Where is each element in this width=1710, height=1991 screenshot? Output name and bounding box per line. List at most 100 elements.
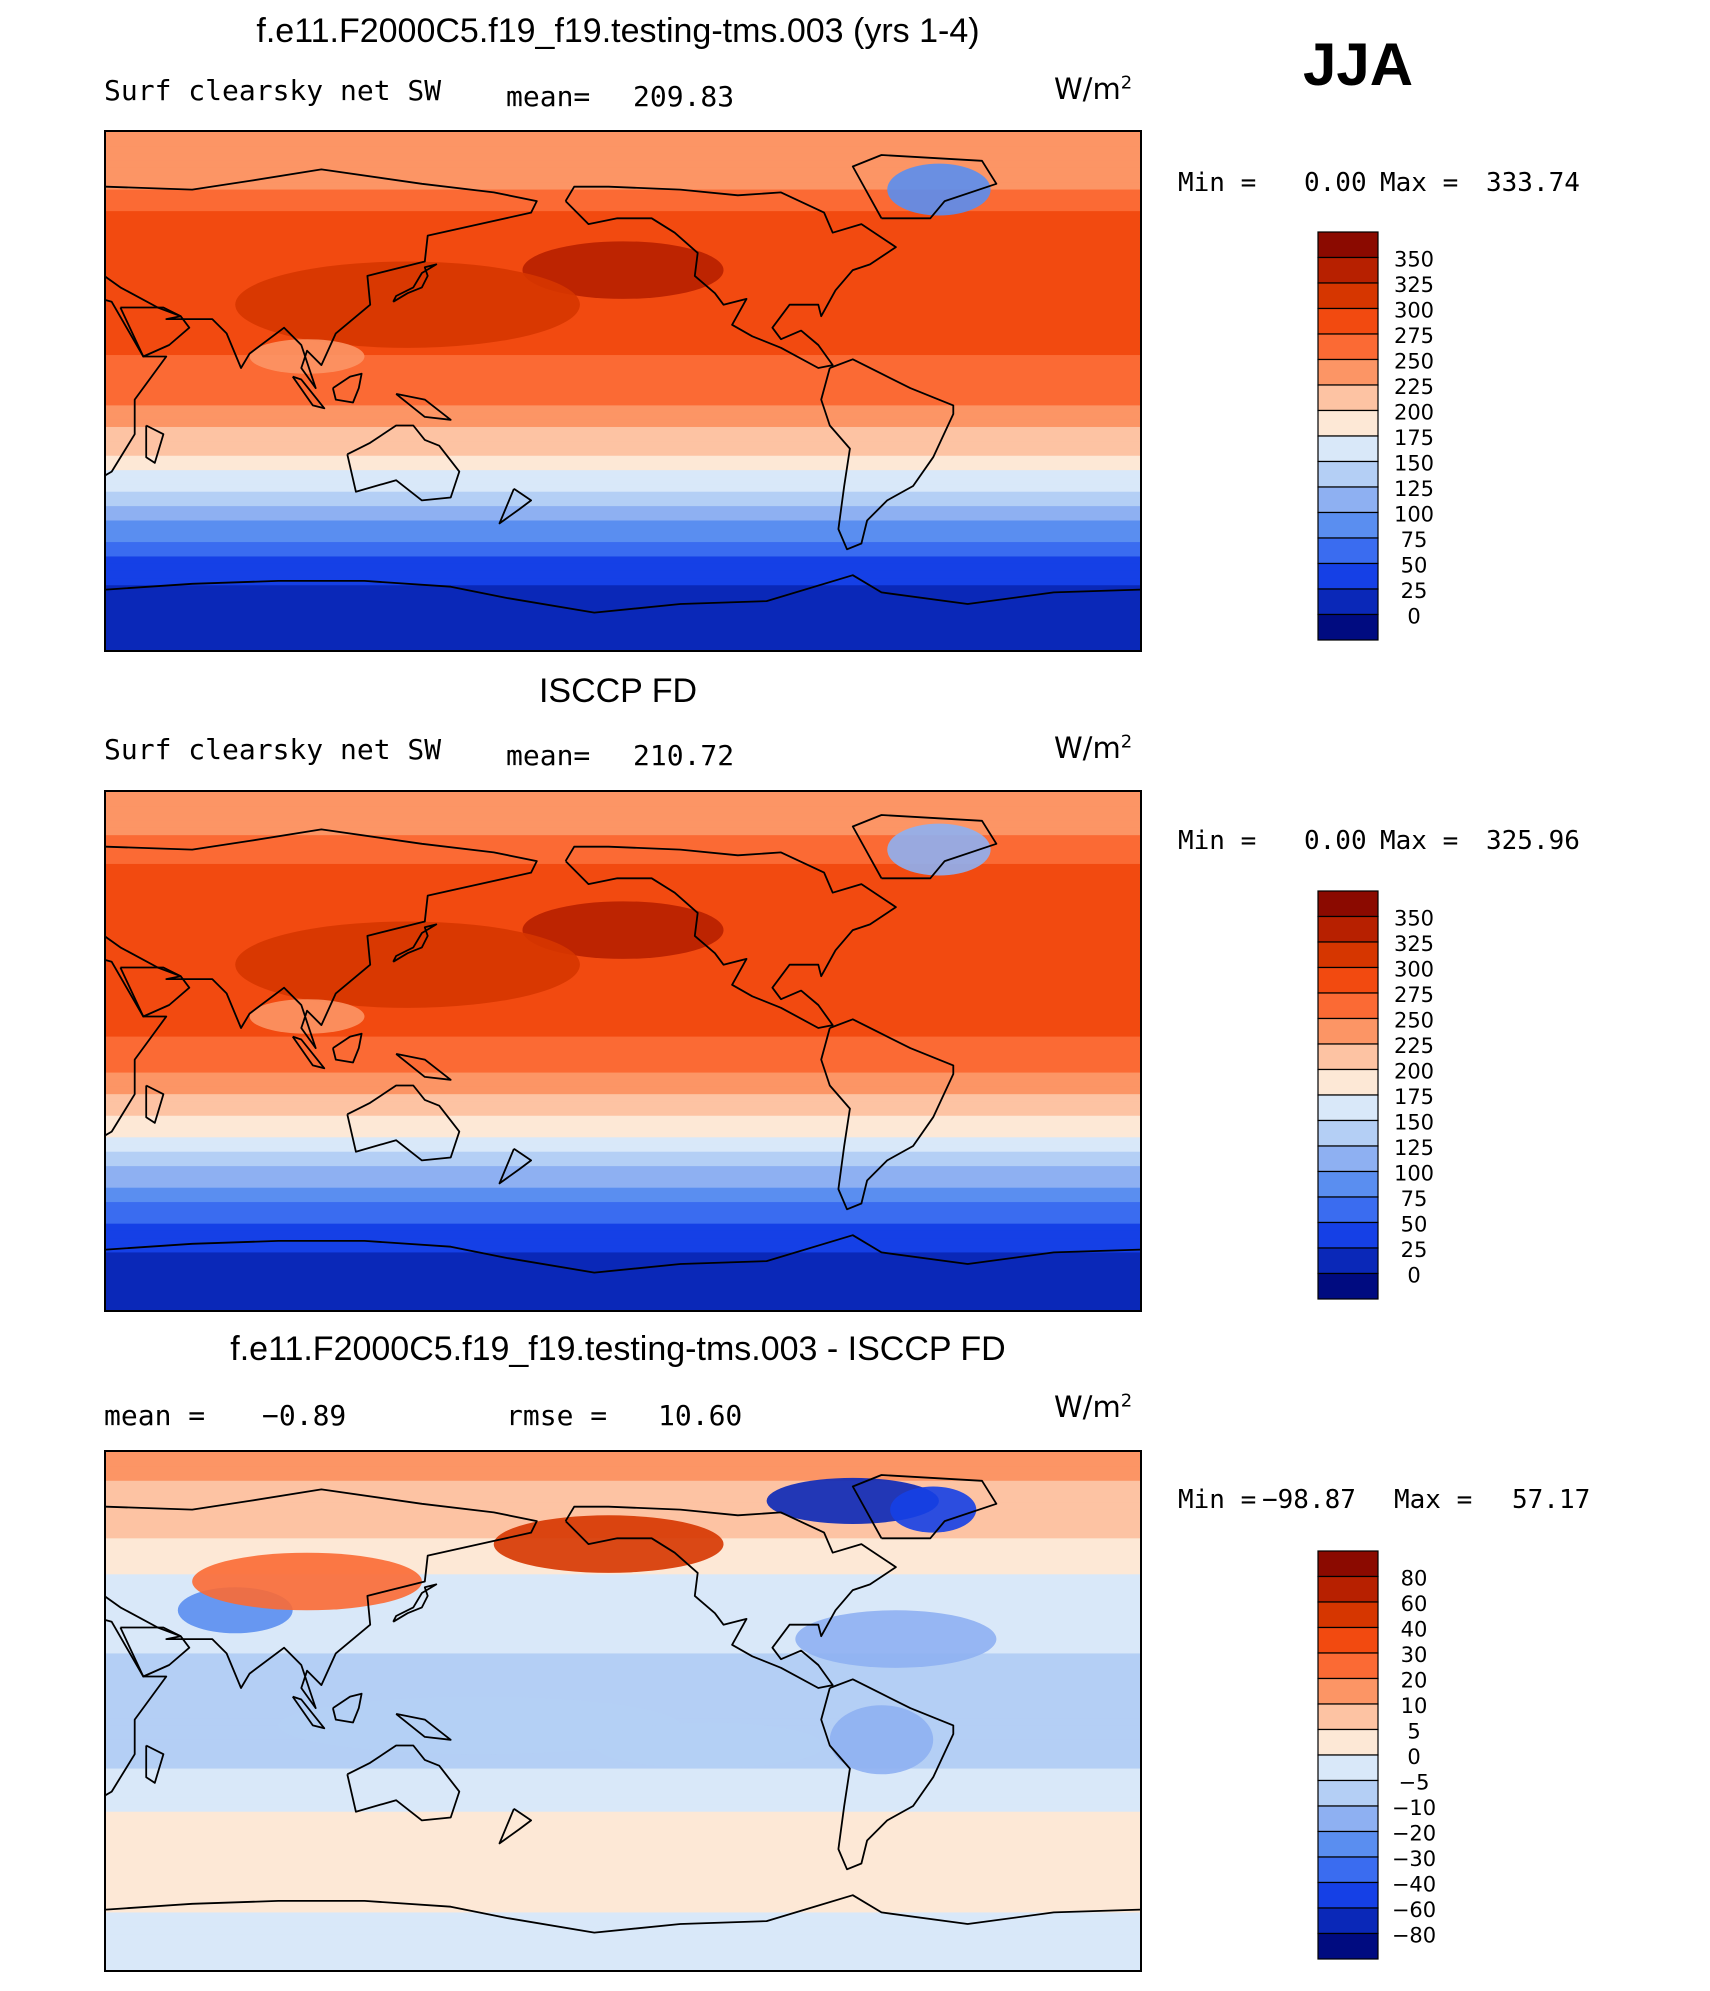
colorbar-tick-label: 175 [1394,426,1434,450]
zonal-band [106,849,1140,858]
coastline [851,814,998,880]
colorbar-tick-label: 0 [1407,605,1420,629]
field-anomaly [522,901,724,959]
zonal-band [106,333,1140,342]
coastline [106,574,1140,614]
zonal-band [106,556,1140,565]
colorbar-tick-label: 25 [1401,1238,1428,1262]
colorbar-swatch [1317,1703,1379,1731]
colorbar-tick-label: 20 [1401,1669,1428,1693]
zonal-band [106,232,1140,241]
field-anomaly [522,241,724,299]
max-label: Max = [1380,826,1459,856]
coastline [498,1808,532,1845]
zonal-band [106,326,1140,335]
variable-label: Surf clearsky net SW [104,74,442,107]
zonal-band [106,606,1140,615]
colorbar-swatch [1317,941,1379,969]
colorbar-swatch [1317,992,1379,1020]
field-anomaly [249,339,365,374]
zonal-band [106,1122,1140,1131]
colorbar-swatch [1317,486,1379,514]
coastline [106,1234,1140,1274]
colorbar-swatch [1317,562,1379,590]
zonal-band [106,1862,1140,1870]
colorbar-tick-label: 60 [1401,1592,1428,1616]
map-model [104,130,1142,652]
zonal-band [106,1624,1140,1633]
colorbar-tick-label: 350 [1394,248,1434,272]
min-value: 0.00 [1304,826,1367,856]
zonal-band [106,1000,1140,1009]
zonal-band [106,167,1140,176]
coastline [145,424,165,464]
colorbar-tick-label: 275 [1394,324,1434,348]
zonal-band [106,1797,1140,1806]
field-anomaly [235,921,580,1008]
colorbar-swatch [1317,307,1379,335]
zonal-band [106,398,1140,406]
zonal-band [106,1115,1140,1124]
zonal-band [106,628,1140,637]
zonal-band [106,1768,1140,1777]
zonal-band [106,1466,1140,1475]
colorbar-tick-label: 325 [1394,932,1434,956]
colorbar-swatch [1317,1575,1379,1603]
zonal-band [106,1955,1140,1964]
zonal-band [106,1452,1140,1460]
zonal-band [106,355,1140,363]
zonal-band [106,792,1140,800]
zonal-band [106,892,1140,901]
zonal-band [106,1058,1140,1066]
colorbar-tick-label: 40 [1401,1618,1428,1642]
colorbar-tick-label: 300 [1394,958,1434,982]
zonal-band [106,1274,1140,1282]
zonal-band [106,1480,1140,1489]
colorbar-tick-label: 25 [1401,579,1428,603]
zonal-band [106,527,1140,536]
field-anomaly [890,1486,977,1533]
colorbar-swatch [1317,1856,1379,1884]
colorbar-swatch [1317,435,1379,463]
colorbar-tick-label: 5 [1407,1720,1420,1744]
zonal-band [106,563,1140,572]
colorbar-swatch [1317,588,1379,616]
coastline [346,1084,461,1162]
colorbar-tick-label: 100 [1394,503,1434,527]
zonal-band [106,175,1140,183]
colorbar-tick-label: 200 [1394,1060,1434,1084]
coastline [106,828,538,1049]
zonal-band [106,211,1140,219]
zonal-band [106,1495,1140,1503]
zonal-band [106,856,1140,865]
zonal-band [106,196,1140,205]
colorbar-tick-label: 175 [1394,1085,1434,1109]
zonal-band [106,549,1140,558]
zonal-band [106,585,1140,594]
panel-title: ISCCP FD [538,672,698,710]
colorbar-swatch [1317,384,1379,412]
colorbar-swatch [1317,1779,1379,1807]
zonal-band [106,1459,1140,1467]
zonal-band [106,434,1140,442]
coastline [119,966,191,1018]
field-anomaly [594,1722,825,1769]
zonal-band [106,1022,1140,1031]
zonal-band [106,1869,1140,1878]
zonal-band [106,513,1140,522]
zonal-band [106,1245,1140,1254]
units-label: W/m2 [1054,72,1133,106]
zonal-band [106,441,1140,450]
colorbar-swatch [1317,890,1379,918]
zonal-band [106,1094,1140,1102]
colorbar-tick-label: −60 [1392,1898,1436,1922]
max-value: 57.17 [1512,1485,1591,1515]
zonal-band [106,614,1140,622]
max-label: Max = [1380,168,1459,198]
zonal-band [106,498,1140,507]
zonal-band [106,1595,1140,1604]
zonal-band [106,642,1140,650]
rmse-value: 10.60 [658,1399,743,1432]
zonal-band [106,1883,1140,1892]
